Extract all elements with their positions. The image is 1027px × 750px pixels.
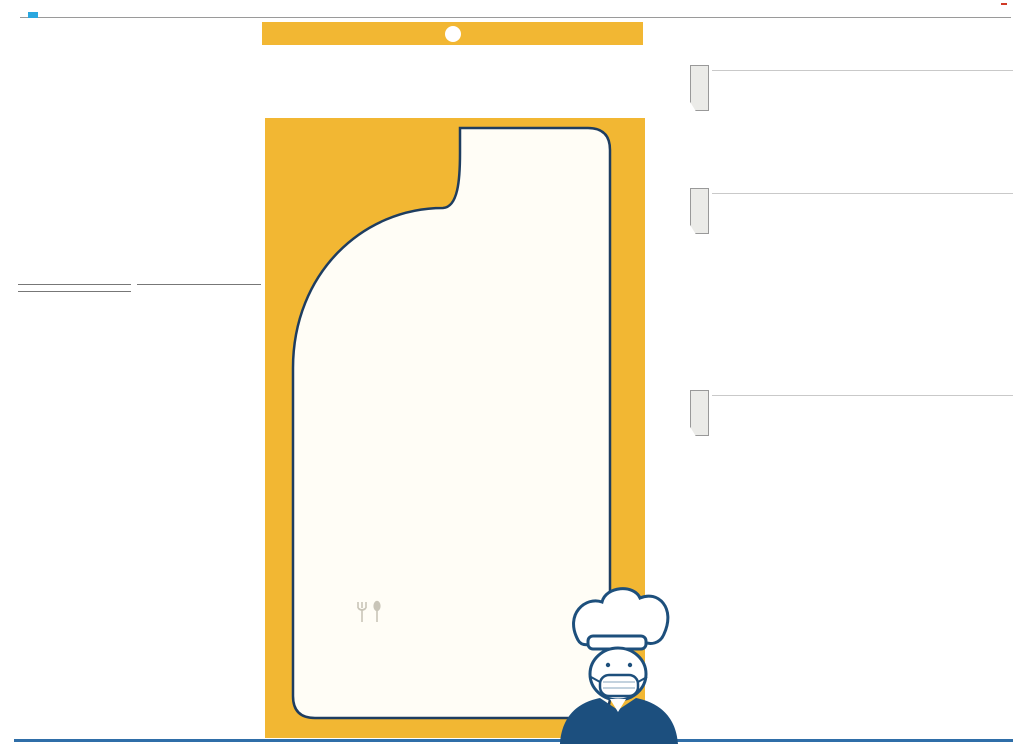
fork-and-spoon-icon bbox=[357, 600, 381, 622]
dateline bbox=[997, 3, 1011, 5]
top-rule bbox=[20, 17, 1011, 18]
cutting-board-illustration bbox=[291, 126, 612, 720]
intro-paragraphs bbox=[18, 124, 261, 256]
left-text-column-b bbox=[137, 278, 261, 666]
tab-self-rescue bbox=[690, 390, 709, 436]
headline-self-rescue bbox=[712, 391, 1013, 396]
body-pressure bbox=[707, 215, 1013, 381]
body-suggestion bbox=[707, 636, 1013, 736]
body-self-rescue bbox=[707, 417, 1013, 595]
chart-pie-delivery-last-week bbox=[463, 394, 615, 510]
headline-pressure bbox=[712, 189, 1013, 194]
subhead-delivery-down bbox=[18, 289, 131, 292]
subhead-dine-in bbox=[18, 282, 131, 285]
issue-number bbox=[444, 25, 461, 42]
chart-bar-foods-eaten bbox=[463, 182, 593, 314]
tab-passenger-flow bbox=[690, 65, 709, 111]
chef-illustration bbox=[560, 587, 678, 744]
left-text-column-a bbox=[18, 278, 131, 666]
bottom-rule bbox=[14, 739, 1013, 742]
tab-pressure bbox=[690, 188, 709, 234]
subhead-safety bbox=[137, 282, 261, 285]
chart-bar-meal-time bbox=[463, 320, 593, 392]
headline-passenger-flow bbox=[712, 66, 1013, 71]
chart-bar-dining-factors bbox=[293, 414, 489, 520]
brand-badge bbox=[1001, 3, 1007, 5]
body-passenger-flow bbox=[707, 92, 1013, 183]
masthead-logo bbox=[28, 12, 38, 18]
series-bar bbox=[262, 22, 643, 45]
chart-bar-dining-companions bbox=[293, 520, 489, 600]
infographic-region bbox=[265, 118, 645, 738]
